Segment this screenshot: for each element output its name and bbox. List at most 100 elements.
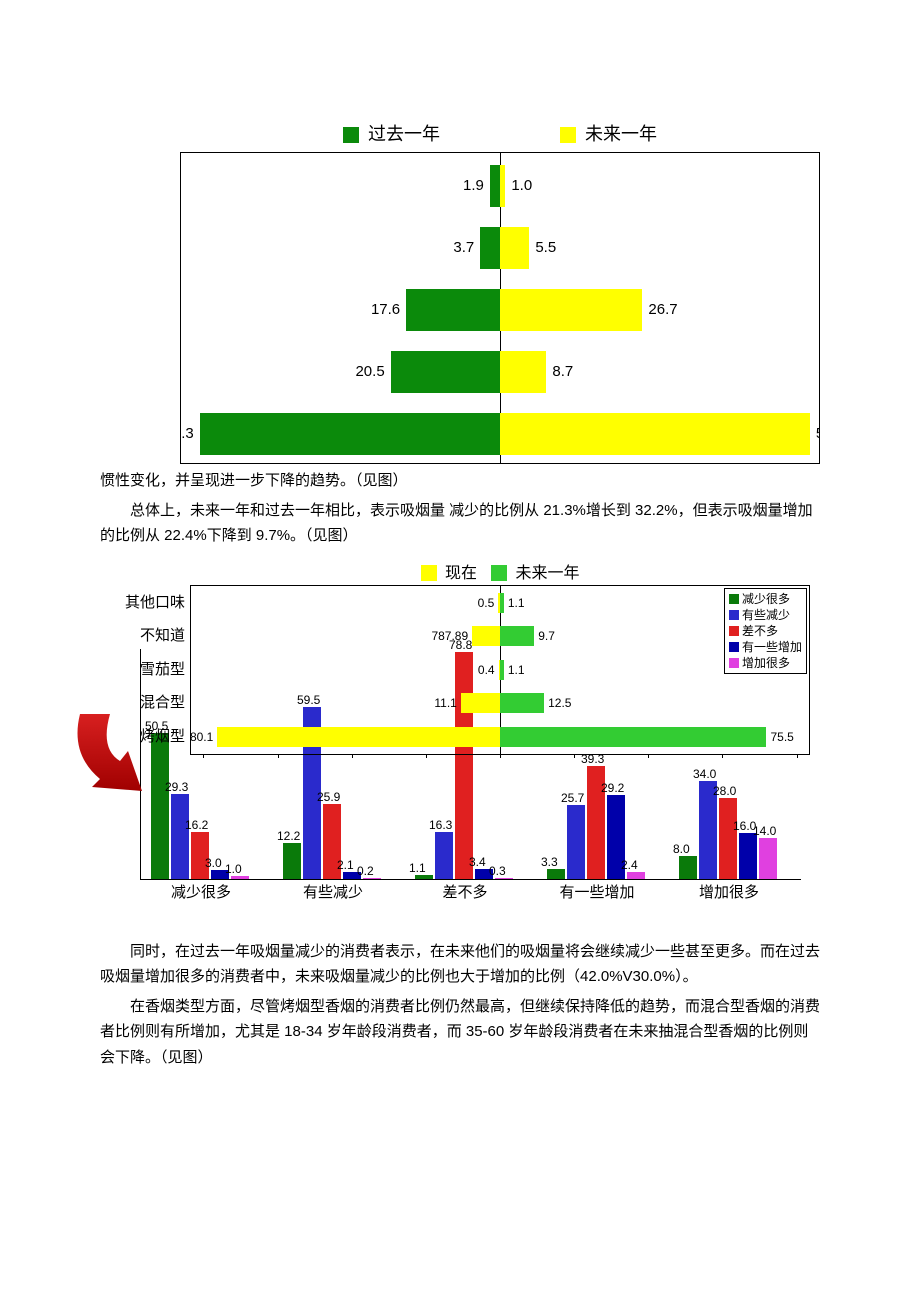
chart2-tick — [352, 754, 353, 758]
chart3-bar: 50.5 — [151, 733, 169, 878]
chart1-value-right: 58.1 — [816, 413, 820, 455]
chart2-plot: 减少很多有些减少差不多有一些增加增加很多 其他口味0.51.1不知道787.89… — [190, 585, 810, 755]
chart3-value: 1.0 — [225, 862, 265, 876]
chart1-row: 增加很多1.91.0 — [181, 159, 819, 209]
chart2-tick — [648, 754, 649, 758]
chart2-tick — [426, 754, 427, 758]
chart1-row: 有些减少17.626.7 — [181, 283, 819, 333]
chart2-tick — [500, 754, 501, 758]
chart2-tick — [797, 754, 798, 758]
chart1-bar-left: 17.6 — [406, 289, 500, 331]
chart2-ylabel: 烤烟型 — [105, 722, 185, 752]
chart2-ylabel: 其他口味 — [105, 588, 185, 618]
chart2-value-left: 11.1 — [434, 693, 456, 713]
chart2-ylabel: 混合型 — [105, 688, 185, 718]
chart1-value-right: 26.7 — [648, 289, 677, 331]
chart1-bar-right: 5.5 — [500, 227, 529, 269]
chart2-value-right: 1.1 — [508, 593, 525, 613]
chart2-value-right: 12.5 — [548, 693, 571, 713]
chart2-ylabel: 不知道 — [105, 621, 185, 651]
chart2-value-right: 75.5 — [770, 727, 793, 747]
chart1-value-left: 56.3 — [180, 413, 194, 455]
chart1-bar-right: 8.7 — [500, 351, 546, 393]
chart1-bar-right: 1.0 — [500, 165, 505, 207]
chart1-value-right: 5.5 — [535, 227, 556, 269]
chart3-bar: 0.3 — [495, 878, 513, 879]
chart3-xlabel: 有一些增加 — [537, 881, 657, 902]
chart2-value-left: 0.4 — [478, 660, 495, 680]
chart3-value: 2.4 — [621, 858, 661, 872]
legend-swatch-past — [343, 127, 359, 143]
legend-item-future2: 未来一年 — [491, 559, 579, 583]
chart3-bar: 3.3 — [547, 869, 565, 878]
charts-2-3-composite: 50.529.316.23.01.0减少很多12.259.525.92.10.2… — [100, 559, 820, 929]
chart1-bar-left: 3.7 — [480, 227, 500, 269]
chart2-value-left: 787.89 — [431, 626, 468, 646]
chart1-row: 有一些增加20.58.7 — [181, 345, 819, 395]
chart1-bar-right: 26.7 — [500, 289, 642, 331]
chart1-bar-left: 1.9 — [490, 165, 500, 207]
chart1-bar-left: 20.5 — [391, 351, 500, 393]
chart3-xlabel: 减少很多 — [141, 881, 261, 902]
chart2-legend: 现在 未来一年 — [190, 559, 810, 583]
chart2-tick — [278, 754, 279, 758]
chart2-row: 雪茄型0.41.1 — [191, 655, 809, 685]
chart1-bar-right: 58.1 — [500, 413, 810, 455]
chart3-bar: 8.0 — [679, 856, 697, 879]
chart3-bar: 16.0 — [739, 833, 757, 879]
chart1-smoking-change: 过去一年 未来一年 增加很多1.91.0减少很多3.75.5有些减少17.626… — [180, 120, 820, 464]
chart2-row: 其他口味0.51.1 — [191, 588, 809, 618]
legend-label-future: 未来一年 — [585, 124, 657, 144]
chart2-value-right: 9.7 — [538, 626, 555, 646]
chart2-row: 烤烟型80.175.5 — [191, 722, 809, 752]
chart2-tick — [574, 754, 575, 758]
document-page: 过去一年 未来一年 增加很多1.91.0减少很多3.75.5有些减少17.626… — [0, 0, 920, 1114]
legend-swatch-now — [421, 565, 437, 581]
chart1-value-left: 17.6 — [371, 289, 400, 331]
chart3-bar: 16.3 — [435, 832, 453, 879]
chart2-bar-right: 1.1 — [500, 660, 504, 680]
paragraph-4: 在香烟类型方面，尽管烤烟型香烟的消费者比例仍然最高，但继续保持降低的趋势，而混合… — [100, 994, 820, 1071]
chart3-value: 28.0 — [713, 784, 753, 798]
chart1-value-right: 8.7 — [552, 351, 573, 393]
chart3-bar: 25.7 — [567, 805, 585, 879]
legend-swatch-future2 — [491, 565, 507, 581]
chart3-value: 14.0 — [753, 824, 793, 838]
chart2-value-left: 80.1 — [190, 727, 213, 747]
chart2-value-left: 0.5 — [478, 593, 495, 613]
legend-swatch-future — [560, 127, 576, 143]
chart3-value: 16.2 — [185, 818, 225, 832]
chart3-value: 0.2 — [357, 864, 397, 878]
chart2-bar-right: 1.1 — [500, 593, 504, 613]
chart2-ylabel: 雪茄型 — [105, 655, 185, 685]
chart1-value-right: 1.0 — [511, 165, 532, 207]
chart3-xlabel: 差不多 — [405, 881, 525, 902]
chart3-bar: 29.3 — [171, 794, 189, 878]
chart3-value: 29.3 — [165, 780, 205, 794]
chart3-bar: 2.4 — [627, 872, 645, 879]
chart3-value: 0.3 — [489, 864, 529, 878]
chart2-tick — [203, 754, 204, 758]
legend-item-future: 未来一年 — [560, 120, 657, 146]
chart2-cigarette-type: 现在 未来一年 减少很多有些减少差不多有一些增加增加很多 其他口味0.51.1不… — [190, 559, 810, 755]
chart1-bar-left: 56.3 — [200, 413, 500, 455]
chart1-value-left: 1.9 — [463, 165, 484, 207]
chart2-bar-right: 75.5 — [500, 727, 766, 747]
chart1-row: 差不多56.358.1 — [181, 407, 819, 457]
chart1-row: 减少很多3.75.5 — [181, 221, 819, 271]
chart3-bar: 1.0 — [231, 876, 249, 879]
paragraph-3: 同时，在过去一年吸烟量减少的消费者表示，在未来他们的吸烟量将会继续减少一些甚至更… — [100, 939, 820, 990]
chart3-bar: 28.0 — [719, 798, 737, 879]
chart2-row: 混合型11.112.5 — [191, 688, 809, 718]
chart3-value: 29.2 — [601, 781, 641, 795]
paragraph-2: 总体上，未来一年和过去一年相比，表示吸烟量 减少的比例从 21.3%增长到 32… — [100, 498, 820, 549]
chart2-value-right: 1.1 — [508, 660, 525, 680]
chart2-bar-right: 12.5 — [500, 693, 544, 713]
chart2-tick — [722, 754, 723, 758]
chart3-xlabel: 有些减少 — [273, 881, 393, 902]
chart3-bar: 0.2 — [363, 878, 381, 879]
chart1-plot: 增加很多1.91.0 减少很多3.75.5 有些减少17.626.7 有一些增加20.… — [180, 152, 820, 464]
legend-label-future2: 未来一年 — [515, 565, 579, 582]
legend-item-now: 现在 — [421, 559, 477, 583]
chart1-value-left: 20.5 — [355, 351, 384, 393]
